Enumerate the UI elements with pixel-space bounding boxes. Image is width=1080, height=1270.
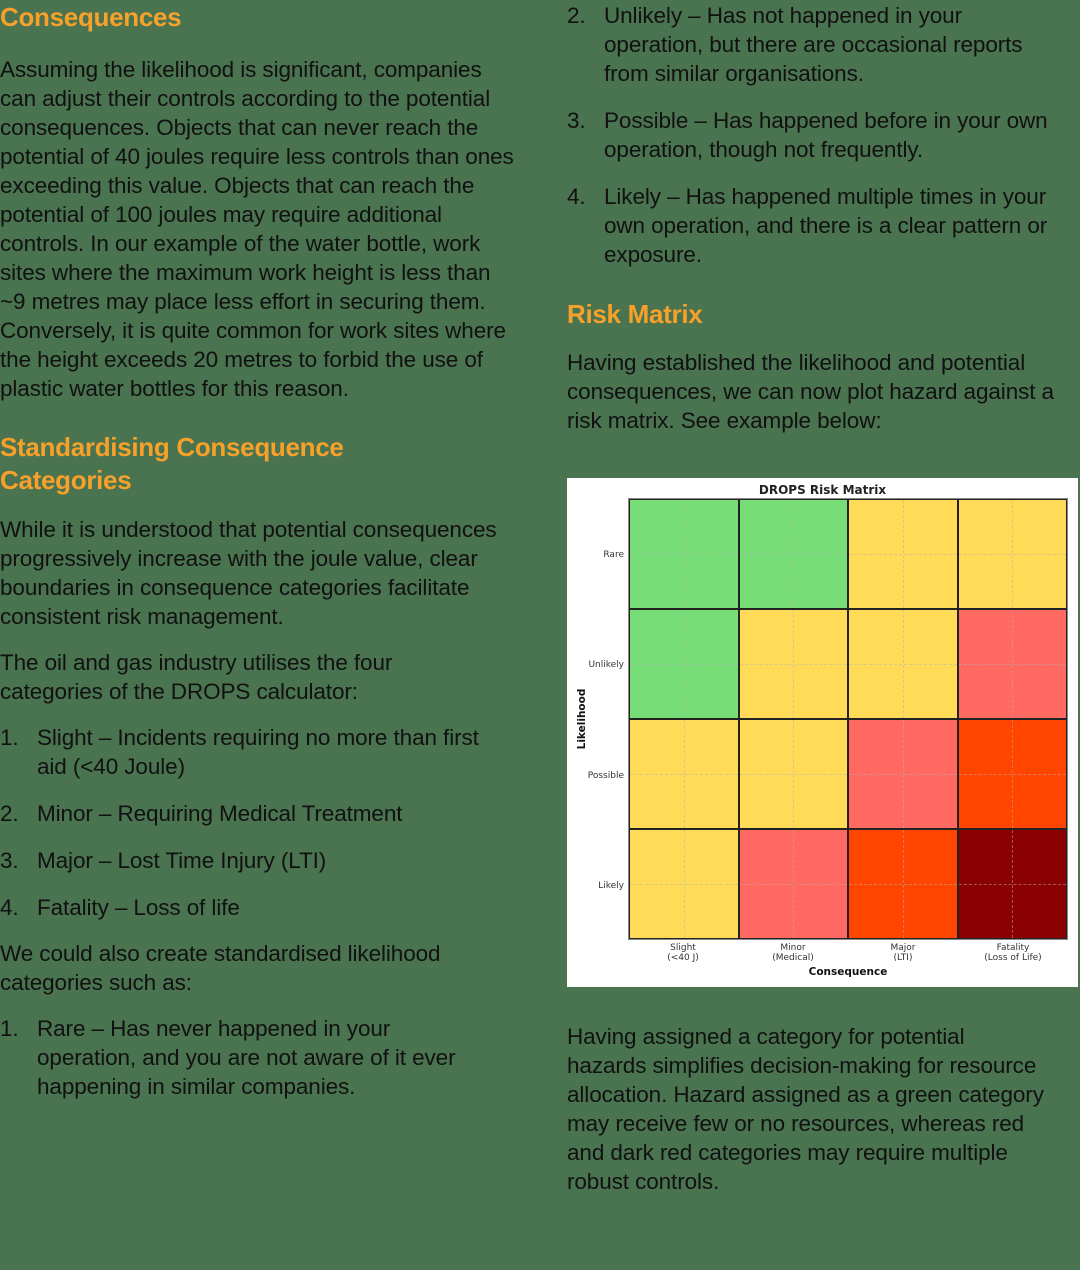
list-item: 2. Minor – Requiring Medical Treatment	[0, 801, 403, 826]
list-item: 3. Major – Lost Time Injury (LTI)	[0, 848, 327, 873]
standardising-heading: Standardising Consequence Categories	[0, 432, 344, 495]
consequences-heading: Consequences	[0, 2, 182, 32]
matrix-grid	[628, 498, 1068, 940]
matrix-cell-yellow	[848, 499, 958, 609]
matrix-cell-yellow	[848, 609, 958, 719]
list-item: 4. Fatality – Loss of life	[0, 895, 240, 920]
likelihood-list-start: 1. Rare – Has never happened in your oper…	[0, 1014, 480, 1101]
matrix-cell-light-red	[848, 719, 958, 829]
list-item: 1. Slight – Incidents requiring no more t…	[0, 725, 479, 779]
right-column: 2. Unlikely – Has not happened in your op…	[567, 0, 1080, 435]
list-item: 1. Rare – Has never happened in your oper…	[0, 1016, 456, 1099]
matrix-cell-green	[629, 499, 739, 609]
matrix-cell-yellow	[957, 499, 1067, 609]
likelihood-list-continued: 2. Unlikely – Has not happened in your op…	[567, 1, 1067, 269]
matrix-cell-light-red	[957, 609, 1067, 719]
risk-matrix-chart: DROPS Risk Matrix Likelihood Rare Unlike…	[567, 478, 1078, 987]
standardising-paragraph-3: We could also create standardised likeli…	[0, 941, 441, 995]
standardising-paragraph-1: While it is understood that potential co…	[0, 517, 497, 629]
matrix-cell-dark-red	[957, 829, 1067, 939]
y-axis-label: Likelihood	[576, 688, 588, 750]
matrix-cell-orange-red	[848, 829, 958, 939]
y-tick-possible: Possible	[587, 771, 624, 781]
matrix-cell-yellow	[738, 609, 848, 719]
list-item: 4. Likely – Has happened multiple times i…	[567, 184, 1048, 267]
matrix-cell-yellow	[629, 829, 739, 939]
y-tick-likely: Likely	[598, 881, 624, 891]
consequences-paragraph: Assuming the likelihood is significant, …	[0, 57, 514, 401]
x-tick-major: Major (LTI)	[890, 943, 916, 963]
x-tick-minor: Minor (Medical)	[772, 943, 814, 963]
y-tick-unlikely: Unlikely	[588, 660, 624, 670]
standardising-paragraph-2: The oil and gas industry utilises the fo…	[0, 650, 393, 704]
left-column: Consequences Assuming the likelihood is …	[0, 0, 530, 1101]
matrix-cell-yellow	[738, 719, 848, 829]
x-tick-fatality: Fatality (Loss of Life)	[984, 943, 1042, 963]
y-tick-rare: Rare	[603, 550, 624, 560]
consequence-list: 1. Slight – Incidents requiring no more t…	[0, 723, 510, 922]
matrix-cell-green	[629, 609, 739, 719]
matrix-cell-light-red	[738, 829, 848, 939]
x-axis-label: Consequence	[808, 966, 888, 978]
risk-matrix-outro: Having assigned a category for potential…	[567, 1024, 1044, 1194]
matrix-cell-green	[738, 499, 848, 609]
matrix-cell-orange-red	[957, 719, 1067, 829]
risk-matrix-heading: Risk Matrix	[567, 299, 703, 329]
list-item: 2. Unlikely – Has not happened in your op…	[567, 3, 1023, 86]
matrix-cell-yellow	[629, 719, 739, 829]
chart-title: DROPS Risk Matrix	[758, 483, 887, 497]
risk-matrix-intro: Having established the likelihood and po…	[567, 350, 1054, 433]
x-tick-slight: Slight (<40 J)	[667, 943, 699, 963]
list-item: 3. Possible – Has happened before in your…	[567, 108, 1048, 162]
